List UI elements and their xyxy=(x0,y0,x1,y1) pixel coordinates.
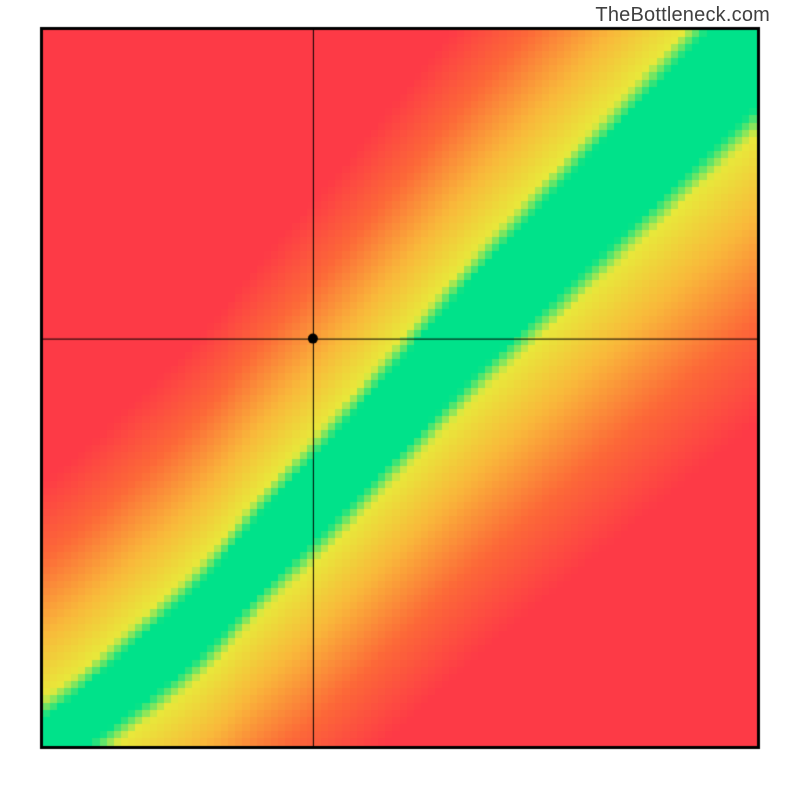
chart-container: TheBottleneck.com xyxy=(0,0,800,800)
heatmap-canvas xyxy=(0,0,800,800)
watermark-text: TheBottleneck.com xyxy=(595,4,770,27)
